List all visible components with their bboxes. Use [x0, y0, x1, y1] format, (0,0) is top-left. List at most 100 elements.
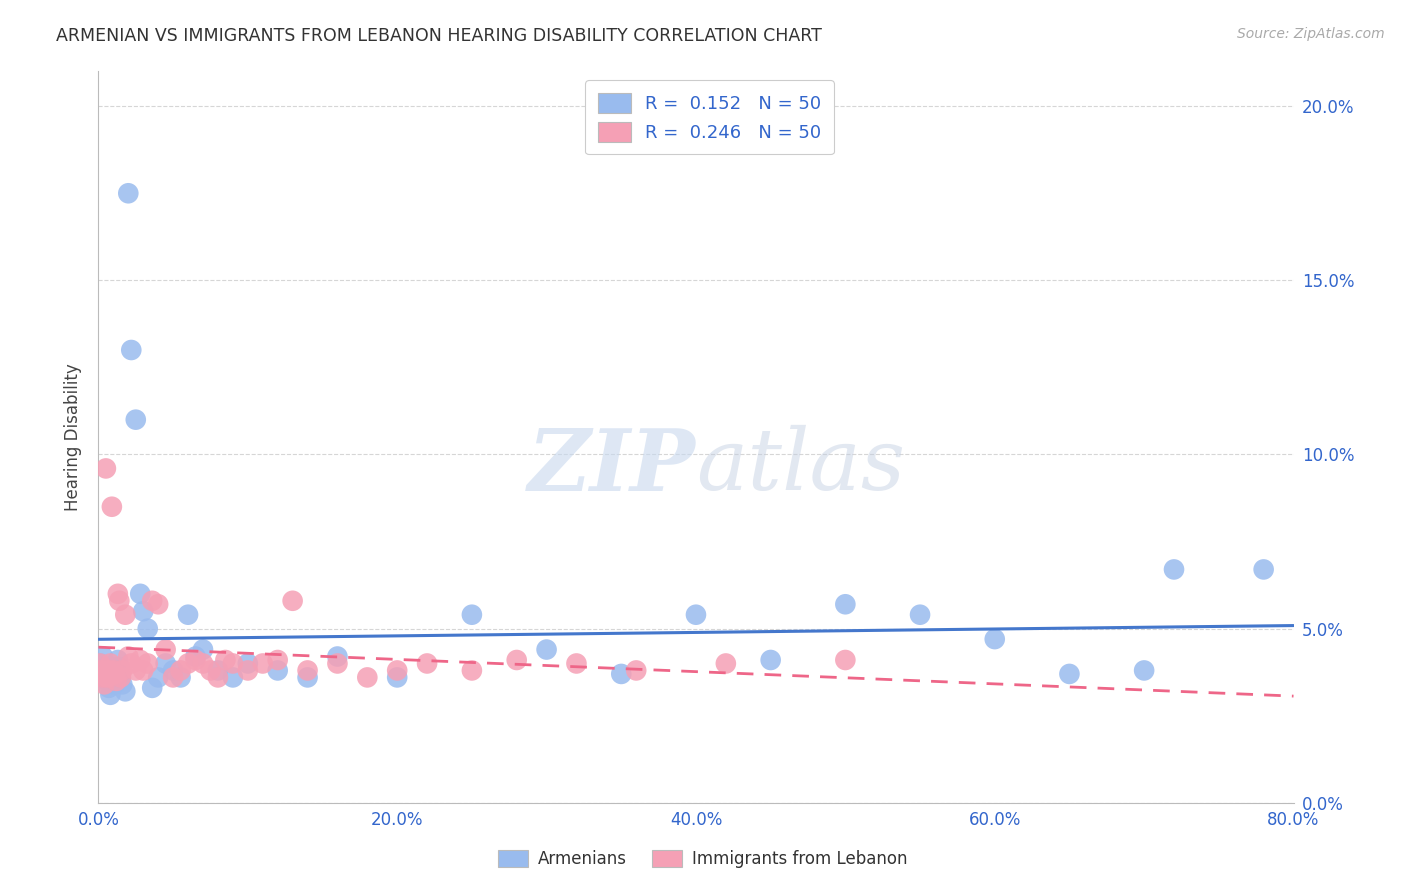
- Point: [110, 670, 132, 684]
- Point: [184, 653, 207, 667]
- Point: [267, 653, 290, 667]
- Point: [834, 653, 856, 667]
- Point: [191, 657, 214, 671]
- Point: [610, 667, 633, 681]
- Point: [155, 657, 177, 671]
- Point: [222, 670, 245, 684]
- Point: [1163, 562, 1185, 576]
- Legend: R =  0.152   N = 50, R =  0.246   N = 50: R = 0.152 N = 50, R = 0.246 N = 50: [585, 80, 834, 154]
- Point: [110, 670, 132, 684]
- Point: [191, 642, 214, 657]
- Point: [90, 664, 112, 678]
- Point: [107, 653, 129, 667]
- Point: [89, 657, 111, 671]
- Point: [416, 657, 439, 671]
- Point: [94, 670, 117, 684]
- Point: [1133, 664, 1156, 678]
- Point: [297, 664, 319, 678]
- Point: [91, 670, 114, 684]
- Point: [103, 670, 125, 684]
- Point: [141, 681, 163, 695]
- Point: [177, 657, 200, 671]
- Point: [117, 186, 139, 201]
- Point: [136, 657, 159, 671]
- Point: [200, 664, 222, 678]
- Point: [155, 642, 177, 657]
- Point: [91, 649, 114, 664]
- Point: [89, 657, 111, 671]
- Point: [177, 607, 200, 622]
- Point: [207, 670, 229, 684]
- Point: [214, 653, 236, 667]
- Point: [148, 670, 170, 684]
- Point: [461, 664, 484, 678]
- Point: [129, 653, 152, 667]
- Point: [96, 670, 118, 684]
- Point: [136, 622, 159, 636]
- Point: [385, 670, 409, 684]
- Point: [148, 597, 170, 611]
- Point: [162, 670, 184, 684]
- Point: [236, 657, 259, 671]
- Point: [565, 657, 588, 671]
- Point: [100, 657, 122, 671]
- Legend: Armenians, Immigrants from Lebanon: Armenians, Immigrants from Lebanon: [492, 843, 914, 875]
- Point: [169, 664, 191, 678]
- Point: [326, 649, 349, 664]
- Point: [101, 660, 124, 674]
- Y-axis label: Hearing Disability: Hearing Disability: [65, 363, 83, 511]
- Point: [685, 607, 707, 622]
- Point: [222, 657, 245, 671]
- Point: [169, 670, 191, 684]
- Point: [93, 667, 115, 681]
- Point: [90, 664, 112, 678]
- Point: [101, 500, 124, 514]
- Text: atlas: atlas: [696, 425, 905, 508]
- Point: [162, 664, 184, 678]
- Point: [120, 657, 142, 671]
- Point: [129, 587, 152, 601]
- Point: [97, 681, 120, 695]
- Point: [267, 664, 290, 678]
- Point: [714, 657, 737, 671]
- Point: [120, 343, 142, 357]
- Point: [132, 664, 155, 678]
- Point: [104, 677, 127, 691]
- Point: [111, 664, 134, 678]
- Point: [141, 594, 163, 608]
- Point: [536, 642, 558, 657]
- Point: [356, 670, 378, 684]
- Text: ZIP: ZIP: [529, 425, 696, 508]
- Point: [461, 607, 484, 622]
- Point: [108, 594, 131, 608]
- Point: [626, 664, 648, 678]
- Point: [984, 632, 1007, 646]
- Point: [834, 597, 856, 611]
- Point: [281, 594, 304, 608]
- Point: [105, 673, 128, 688]
- Point: [385, 664, 409, 678]
- Point: [103, 664, 125, 678]
- Point: [759, 653, 782, 667]
- Point: [132, 604, 155, 618]
- Point: [114, 607, 136, 622]
- Point: [108, 660, 131, 674]
- Point: [1253, 562, 1275, 576]
- Point: [184, 649, 207, 664]
- Point: [1059, 667, 1081, 681]
- Point: [207, 664, 229, 678]
- Point: [114, 684, 136, 698]
- Point: [111, 677, 134, 691]
- Point: [297, 670, 319, 684]
- Point: [107, 587, 129, 601]
- Point: [105, 667, 128, 681]
- Point: [117, 649, 139, 664]
- Point: [908, 607, 931, 622]
- Point: [252, 657, 274, 671]
- Text: Source: ZipAtlas.com: Source: ZipAtlas.com: [1237, 27, 1385, 41]
- Point: [506, 653, 529, 667]
- Point: [94, 461, 117, 475]
- Point: [326, 657, 349, 671]
- Point: [125, 412, 148, 426]
- Point: [125, 664, 148, 678]
